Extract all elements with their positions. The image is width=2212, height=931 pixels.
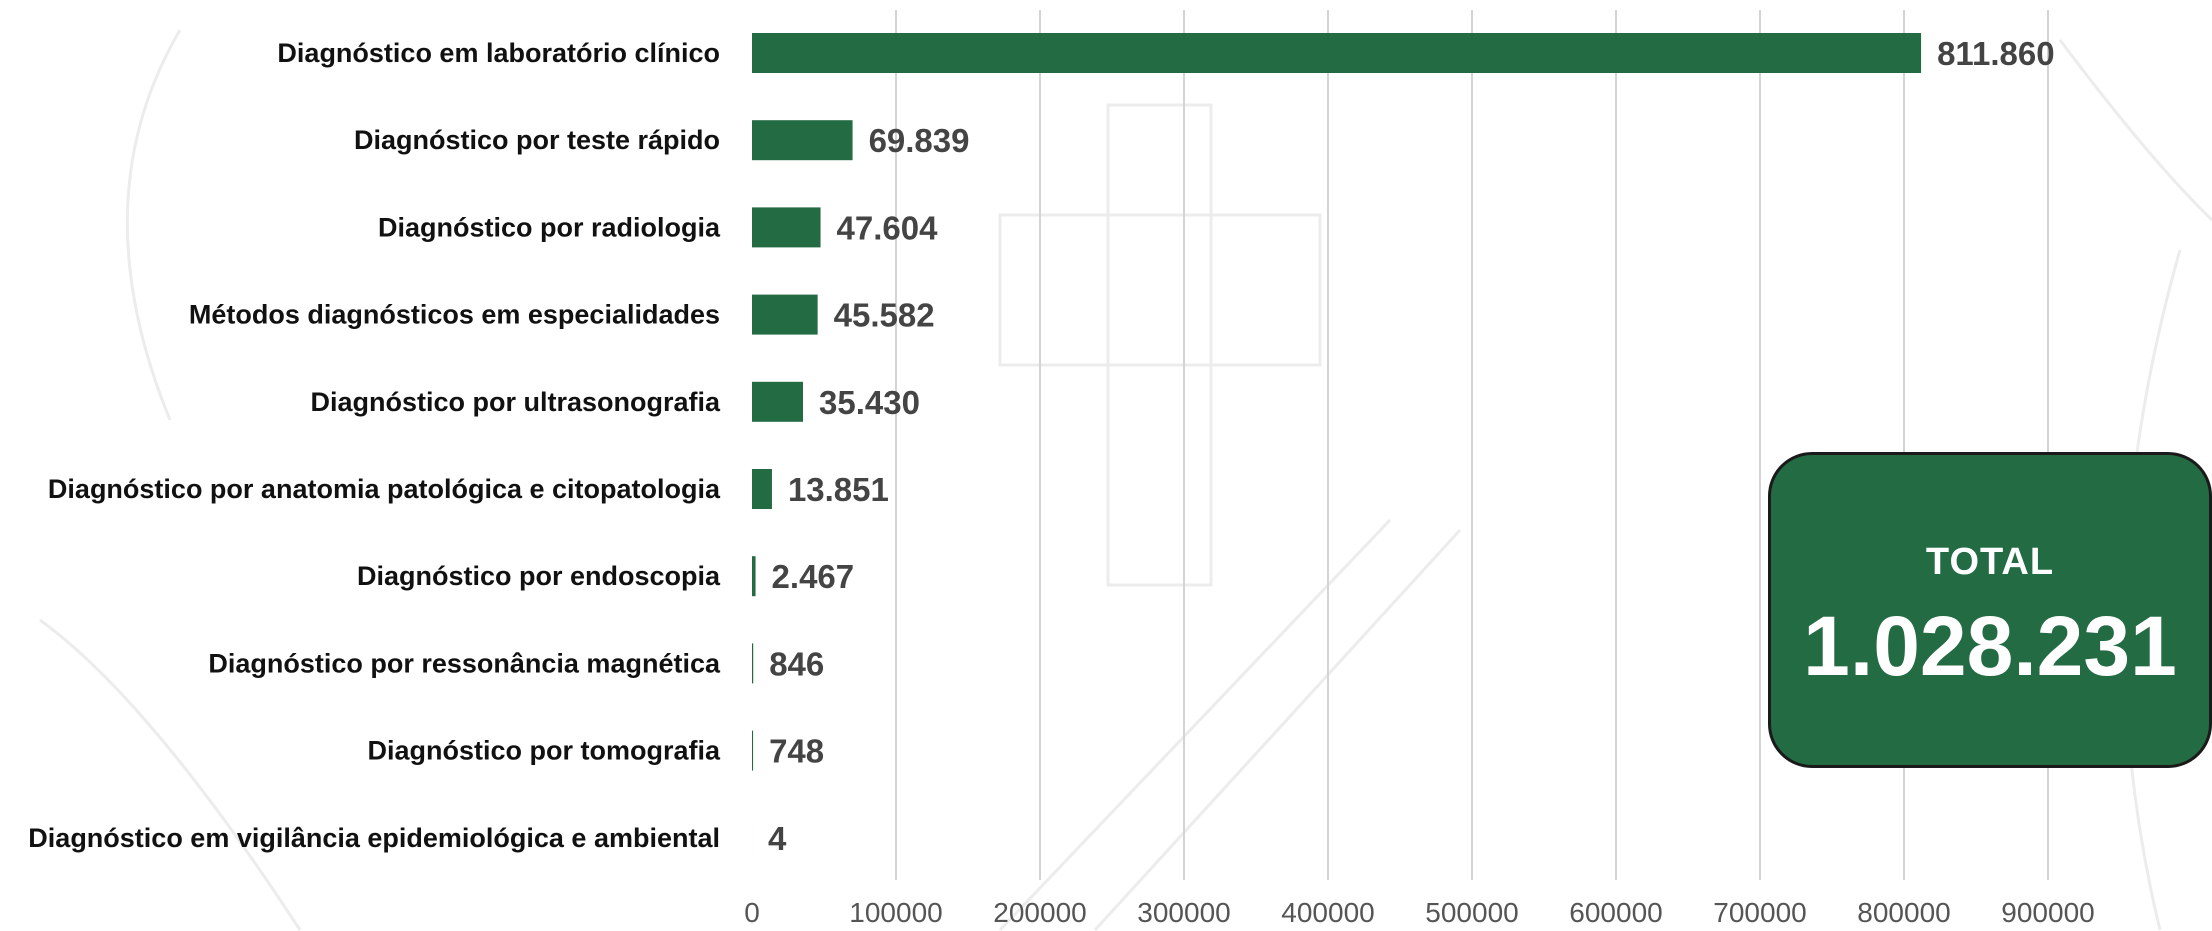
category-label: Diagnóstico por teste rápido — [354, 125, 720, 155]
bar — [752, 730, 754, 771]
bar — [752, 643, 754, 684]
bar — [752, 294, 818, 335]
x-tick-label: 200000 — [993, 897, 1086, 928]
data-label: 811.860 — [1937, 35, 2054, 72]
category-label: Diagnóstico em laboratório clínico — [277, 38, 720, 68]
total-value: 1.028.231 — [1803, 599, 2177, 693]
category-label: Diagnóstico por ressonância magnética — [208, 648, 721, 678]
total-label: TOTAL — [1925, 541, 2055, 583]
x-tick-label: 600000 — [1569, 897, 1662, 928]
category-label: Métodos diagnósticos em especialidades — [189, 300, 720, 330]
bar — [752, 469, 772, 509]
category-label: Diagnóstico por endoscopia — [357, 561, 721, 591]
category-label: Diagnóstico por tomografia — [367, 736, 721, 766]
category-label: Diagnóstico por radiologia — [378, 212, 721, 242]
data-label: 748 — [769, 733, 824, 770]
x-tick-label: 300000 — [1137, 897, 1230, 928]
bar — [752, 207, 821, 248]
data-label: 4 — [768, 820, 787, 857]
x-tick-label: 500000 — [1425, 897, 1518, 928]
x-tick-label: 700000 — [1713, 897, 1806, 928]
x-tick-label: 0 — [744, 897, 760, 928]
x-tick-label: 400000 — [1281, 897, 1374, 928]
x-tick-label: 900000 — [2001, 897, 2094, 928]
bar — [752, 120, 853, 161]
data-label: 846 — [769, 645, 824, 682]
data-label: 13.851 — [788, 471, 889, 508]
bar — [752, 556, 756, 597]
bar — [752, 33, 1922, 73]
category-label: Diagnóstico por anatomia patológica e ci… — [48, 474, 721, 504]
category-label: Diagnóstico em vigilância epidemiológica… — [28, 823, 720, 853]
total-box: TOTAL 1.028.231 — [1768, 452, 2212, 768]
data-label: 69.839 — [869, 122, 970, 159]
data-label: 47.604 — [837, 209, 939, 246]
category-label: Diagnóstico por ultrasonografia — [310, 387, 721, 417]
data-label: 2.467 — [772, 558, 855, 595]
data-label: 45.582 — [834, 297, 935, 334]
bar — [752, 381, 804, 422]
data-label: 35.430 — [819, 384, 920, 421]
x-tick-label: 100000 — [849, 897, 942, 928]
x-tick-label: 800000 — [1857, 897, 1950, 928]
